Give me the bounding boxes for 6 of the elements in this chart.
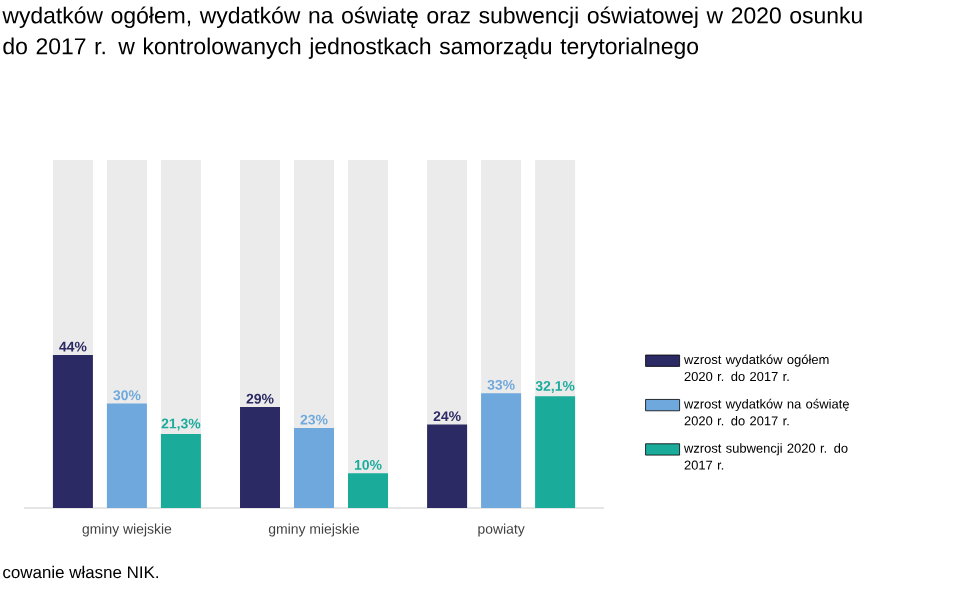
text: cowanie własne NIK. — [3, 565, 159, 579]
bar — [160, 433, 201, 508]
bar — [427, 424, 468, 508]
bar — [294, 427, 335, 508]
bar — [348, 473, 389, 508]
chart-title: wydatków ogółem, wydatków na oświatę oraz subwencji oświatowej w 2020 osunku do 2017 r. w kontrolowanych jednostkach samorządu terytorialnego — [2, 6, 862, 59]
